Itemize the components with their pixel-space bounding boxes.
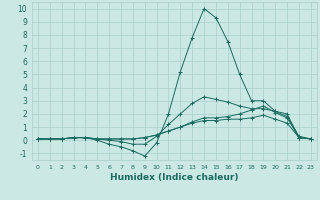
X-axis label: Humidex (Indice chaleur): Humidex (Indice chaleur) (110, 173, 239, 182)
